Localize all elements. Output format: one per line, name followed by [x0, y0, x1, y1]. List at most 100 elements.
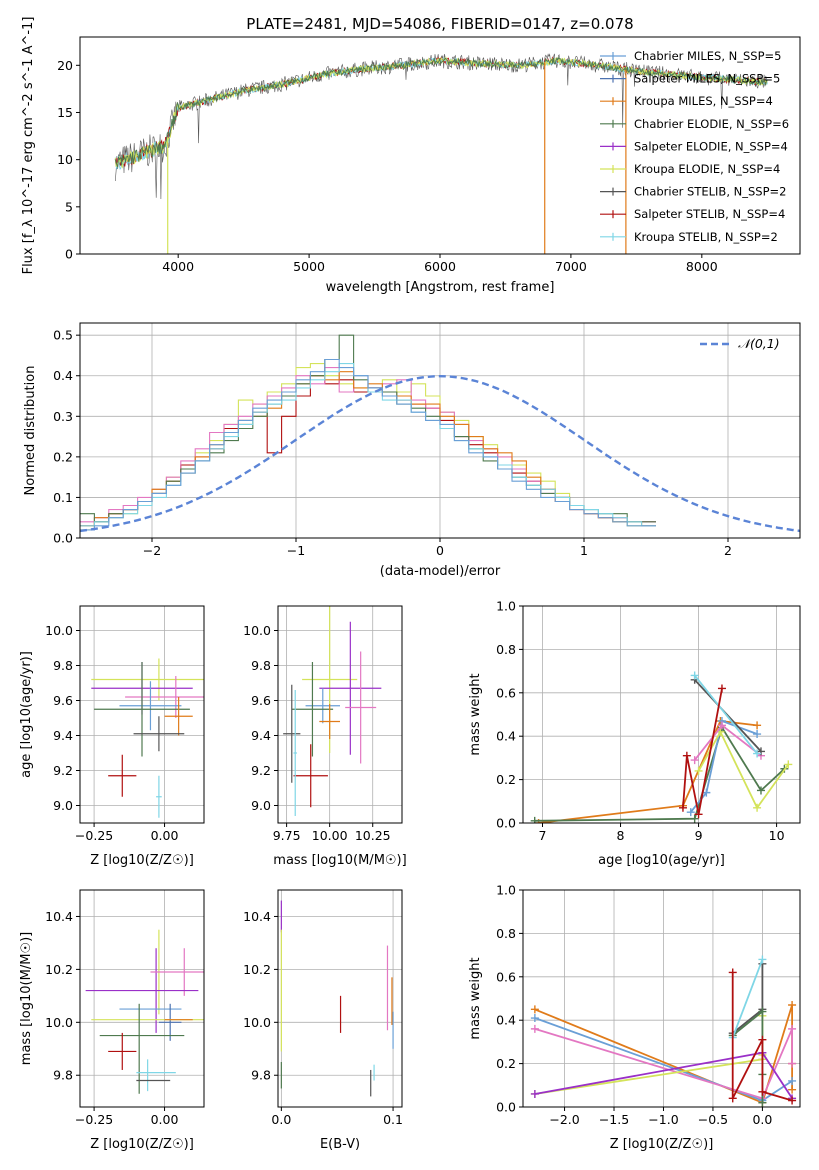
axes-frame [522, 889, 801, 1108]
y-tick-label: 9.8 [251, 1068, 271, 1083]
weight-point-marker [694, 766, 703, 775]
errorbar-point [345, 651, 377, 764]
errorbar-point [305, 688, 340, 724]
x-ticks: −0.25 0.00 [75, 823, 179, 843]
weight-point-marker [758, 955, 767, 964]
weight-point-marker [753, 730, 762, 739]
y-tick-label: 9.8 [53, 1068, 73, 1083]
x-tick-label: 10 [769, 828, 785, 843]
x-tick-label: 0.1 [383, 1112, 403, 1127]
x-tick-label: −2.0 [549, 1112, 579, 1127]
weight-point-marker [530, 1089, 539, 1098]
errorbar-point [91, 658, 204, 701]
legend-label: Chabrier ELODIE, N_SSP=6 [634, 117, 789, 131]
y-ticks: 9.8 10.0 10.2 10.4 [45, 909, 80, 1083]
y-tick-label: 10.0 [243, 623, 271, 638]
x-tick-label: −0.5 [698, 1112, 728, 1127]
x-tick-label: 7000 [555, 259, 587, 274]
errorbar-point [291, 662, 334, 757]
x-tick-label: 7 [539, 828, 547, 843]
y-tick-label: 9.0 [251, 798, 271, 813]
errorbar-points [280, 900, 394, 1097]
weight-point-marker [530, 1014, 539, 1023]
errorbar-point [156, 775, 162, 818]
y-tick-label: 9.2 [251, 763, 271, 778]
gridlines [80, 323, 800, 539]
axes-2: −0.25 0.00 9.0 9.2 9.4 9.6 9.8 10.0 Z [log10(Z/Z… [19, 606, 204, 868]
weight-series-line [534, 1015, 764, 1095]
weight-series [530, 671, 793, 823]
normal-curve-line [80, 374, 800, 533]
axes-frame [79, 36, 801, 255]
y-tick-label: 0.2 [53, 449, 73, 464]
y-ticks: 0.0 0.2 0.4 0.6 0.8 1.0 [496, 599, 523, 831]
weight-series [530, 955, 797, 1107]
y-tick-label: 10 [57, 152, 73, 167]
y-ticks: 0.0 0.1 0.2 0.3 0.4 0.5 [53, 328, 80, 546]
errorbar-point [108, 1032, 137, 1070]
x-tick-label: 4000 [162, 259, 194, 274]
weight-point-marker [788, 1096, 797, 1105]
x-axis-label: age [log10(age/yr)] [598, 853, 725, 868]
weight-series-line [693, 674, 758, 755]
y-tick-label: 0.3 [53, 409, 73, 424]
errorbar-points [91, 658, 204, 818]
x-tick-label: −2 [143, 543, 161, 558]
x-axis-label: mass [log10(M/M☉)] [273, 853, 406, 868]
legend-label: Salpeter ELODIE, N_SSP=4 [634, 139, 788, 153]
y-ticks: 0.0 0.2 0.4 0.6 0.8 1.0 [496, 883, 523, 1115]
x-axis-label: Z [log10(Z/Z☉)] [90, 853, 194, 868]
y-tick-label: 0.4 [496, 729, 516, 744]
axes-5: −0.25 0.00 9.8 10.0 10.2 10.4 Z [log10(Z/Z☉)] m… [19, 890, 204, 1152]
y-tick-label: 0.6 [496, 969, 516, 984]
axes-6: 0.0 0.1 9.8 10.0 10.2 10.4 E(B-V) [243, 890, 403, 1152]
legend-label: Chabrier MILES, N_SSP=5 [634, 49, 781, 63]
axes-frame [277, 889, 403, 1108]
weight-point-marker [686, 808, 695, 817]
spectrum-lines [114, 53, 768, 254]
x-tick-label: 5000 [293, 259, 325, 274]
y-tick-label: 0.0 [496, 816, 516, 831]
y-ticks: 9.0 9.2 9.4 9.6 9.8 10.0 [45, 623, 80, 813]
y-tick-label: 0.2 [496, 1056, 516, 1071]
weight-point-marker [717, 684, 726, 693]
x-axis-label: (data-model)/error [380, 564, 501, 579]
y-tick-label: 0.0 [53, 531, 73, 546]
weight-point-marker [690, 671, 699, 680]
weight-point-marker [682, 751, 691, 760]
legend-label: Salpeter STELIB, N_SSP=4 [634, 207, 785, 221]
weight-point-marker [753, 749, 762, 758]
errorbar-point [158, 1003, 182, 1041]
x-ticks: −2.0 −1.5 −1.0 −0.5 0.0 [549, 1107, 772, 1127]
weight-point-marker [753, 721, 762, 730]
y-axis-label: mass [log10(M/M☉)] [19, 932, 34, 1065]
x-tick-label: 0 [436, 543, 444, 558]
y-tick-label: 10.0 [243, 1015, 271, 1030]
legend-label: Kroupa ELODIE, N_SSP=4 [634, 162, 780, 176]
y-tick-label: 10.2 [243, 962, 271, 977]
errorbar-point [293, 744, 328, 808]
x-axis-label: Z [log10(Z/Z☉)] [90, 1137, 194, 1152]
errorbar-points [85, 929, 204, 1094]
spectrum-series-line [114, 56, 768, 168]
y-tick-label: 0.5 [53, 328, 73, 343]
y-tick-label: 0.0 [496, 1100, 516, 1115]
y-tick-label: 15 [57, 105, 73, 120]
x-axis-label: E(B-V) [320, 1137, 360, 1152]
legend: 𝒩(0,1) [700, 336, 780, 351]
x-tick-label: 8 [617, 828, 625, 843]
weight-point-marker [678, 803, 687, 812]
x-tick-label: −0.25 [75, 1112, 113, 1127]
x-tick-label: 9 [695, 828, 703, 843]
x-tick-label: −1.0 [648, 1112, 678, 1127]
weight-point-marker [530, 816, 539, 823]
errorbar-point [125, 676, 204, 718]
weight-point-marker [788, 1085, 797, 1094]
errorbar-point [94, 662, 190, 757]
x-tick-label: 2 [724, 543, 732, 558]
y-tick-label: 5 [65, 199, 73, 214]
legend: Chabrier MILES, N_SSP=5 Salpeter MILES, N… [600, 49, 789, 244]
errorbar-point [150, 948, 204, 996]
y-tick-label: 9.6 [53, 693, 73, 708]
y-tick-label: 0.1 [53, 490, 73, 505]
